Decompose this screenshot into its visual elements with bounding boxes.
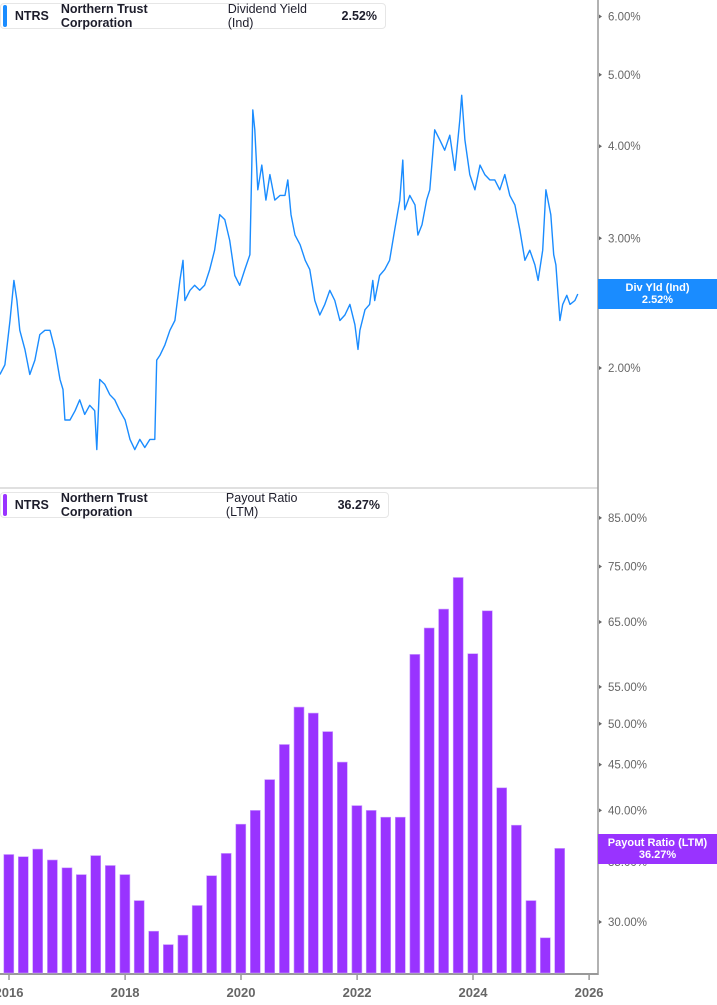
payout-ratio-bar	[105, 865, 116, 974]
payout-ratio-bar	[511, 824, 522, 974]
payout-ratio-bar	[264, 779, 276, 974]
x-tick-label: 2026	[575, 985, 604, 1000]
y-tick-mark	[599, 515, 602, 520]
y-tick-mark	[599, 14, 602, 19]
y-tick-mark	[599, 808, 602, 813]
y-tick-mark	[599, 236, 602, 241]
y-tick-mark	[599, 366, 602, 370]
y-tick-label: 50.00%	[608, 719, 647, 731]
y-tick-mark	[599, 564, 602, 569]
y-tick-mark	[599, 684, 602, 689]
payout-ratio-bar	[307, 712, 319, 974]
y-tick-label: 6.00%	[608, 11, 641, 23]
payout-ratio-bar	[336, 761, 348, 974]
payout-ratio-bar	[409, 654, 421, 974]
payout-ratio-bar	[148, 930, 159, 974]
y-tick-label: 55.00%	[608, 682, 647, 694]
payout-ratio-bar	[250, 810, 261, 974]
payout-ratio-bar	[177, 934, 189, 974]
flag-label: Payout Ratio (LTM)	[607, 837, 708, 849]
payout-ratio-bar	[206, 875, 217, 974]
flag-value: 36.27%	[638, 849, 677, 861]
payout-legend: NTRS Northern Trust Corporation Payout R…	[0, 491, 389, 519]
payout-color-swatch	[3, 494, 7, 516]
payout-ratio-bar	[163, 944, 174, 974]
legend-ticker: NTRS	[14, 498, 49, 512]
payout-ratio-bar	[394, 816, 406, 974]
legend-metric: Dividend Yield (Ind)	[227, 2, 307, 30]
payout-ratio-bar	[279, 744, 290, 974]
payout-ratio-bar	[496, 787, 508, 974]
payout-ratio-bar	[539, 937, 551, 974]
y-tick-label: 3.00%	[608, 233, 641, 245]
payout-ratio-bar	[293, 706, 305, 974]
legend-ticker: NTRS	[14, 9, 49, 23]
legend-metric: Payout Ratio (LTM)	[225, 491, 298, 519]
payout-ratio-bar	[47, 859, 58, 974]
payout-ratio-bar	[61, 867, 73, 974]
payout-ratio-bar	[220, 853, 232, 974]
payout-ratio-bar	[452, 577, 464, 974]
payout-ratio-bar	[481, 610, 493, 974]
payout-ratio-bar	[32, 848, 44, 974]
y-tick-label: 40.00%	[608, 805, 647, 817]
dividend-yield-line	[0, 94, 579, 451]
y-tick-mark	[599, 762, 602, 767]
y-tick-mark	[599, 72, 602, 77]
payout-ratio-bar	[76, 874, 87, 974]
legend-value: 2.52%	[341, 9, 377, 23]
payout-ratio-bar	[438, 608, 449, 974]
x-tick-label: 2020	[227, 985, 256, 1000]
payout-ratio-bar	[191, 905, 203, 974]
flag-label: Div Yld (Ind)	[625, 282, 690, 294]
y-tick-label: 5.00%	[608, 70, 641, 82]
payout-ratio-bar	[133, 900, 145, 974]
payout-ratio-bar	[17, 856, 29, 974]
y-tick-mark	[599, 721, 602, 726]
payout-ratio-bar	[554, 848, 566, 974]
y-tick-mark	[599, 620, 602, 625]
y-tick-label: 30.00%	[608, 917, 647, 929]
x-tick-label: 2018	[111, 985, 140, 1000]
y-tick-label: 85.00%	[608, 513, 647, 525]
payout-ratio-bar	[365, 810, 377, 974]
y-tick-mark	[599, 144, 602, 149]
y-tick-label: 75.00%	[608, 561, 647, 573]
payout-ratio-bar	[423, 627, 435, 974]
legend-value: 36.27%	[337, 498, 380, 512]
yield-legend: NTRS Northern Trust Corporation Dividend…	[0, 2, 386, 30]
yield-last-value-flag: Div Yld (Ind) 2.52%	[598, 279, 717, 309]
payout-ratio-bar	[467, 653, 479, 974]
payout-ratio-bar	[525, 900, 537, 974]
y-tick-label: 4.00%	[608, 141, 641, 153]
legend-company: Northern Trust Corporation	[60, 491, 148, 519]
legend-company: Northern Trust Corporation	[60, 2, 148, 30]
payout-ratio-bar	[3, 854, 15, 974]
payout-ratio-bar	[90, 855, 101, 974]
y-tick-mark	[599, 920, 602, 924]
y-tick-label: 45.00%	[608, 760, 647, 772]
payout-ratio-bar	[380, 816, 392, 974]
payout-ratio-bar	[322, 731, 334, 974]
flag-value: 2.52%	[641, 294, 674, 306]
yield-color-swatch	[3, 5, 7, 27]
payout-ratio-bar	[351, 805, 363, 974]
y-tick-label: 65.00%	[608, 617, 647, 629]
payout-ratio-bar	[119, 874, 131, 974]
x-tick-label: 2022	[343, 985, 372, 1000]
x-tick-label: 2016	[0, 985, 23, 1000]
payout-last-value-flag: Payout Ratio (LTM) 36.27%	[598, 834, 717, 864]
payout-ratio-bar	[235, 823, 247, 974]
y-tick-label: 2.00%	[608, 363, 641, 375]
x-tick-label: 2024	[459, 985, 489, 1000]
